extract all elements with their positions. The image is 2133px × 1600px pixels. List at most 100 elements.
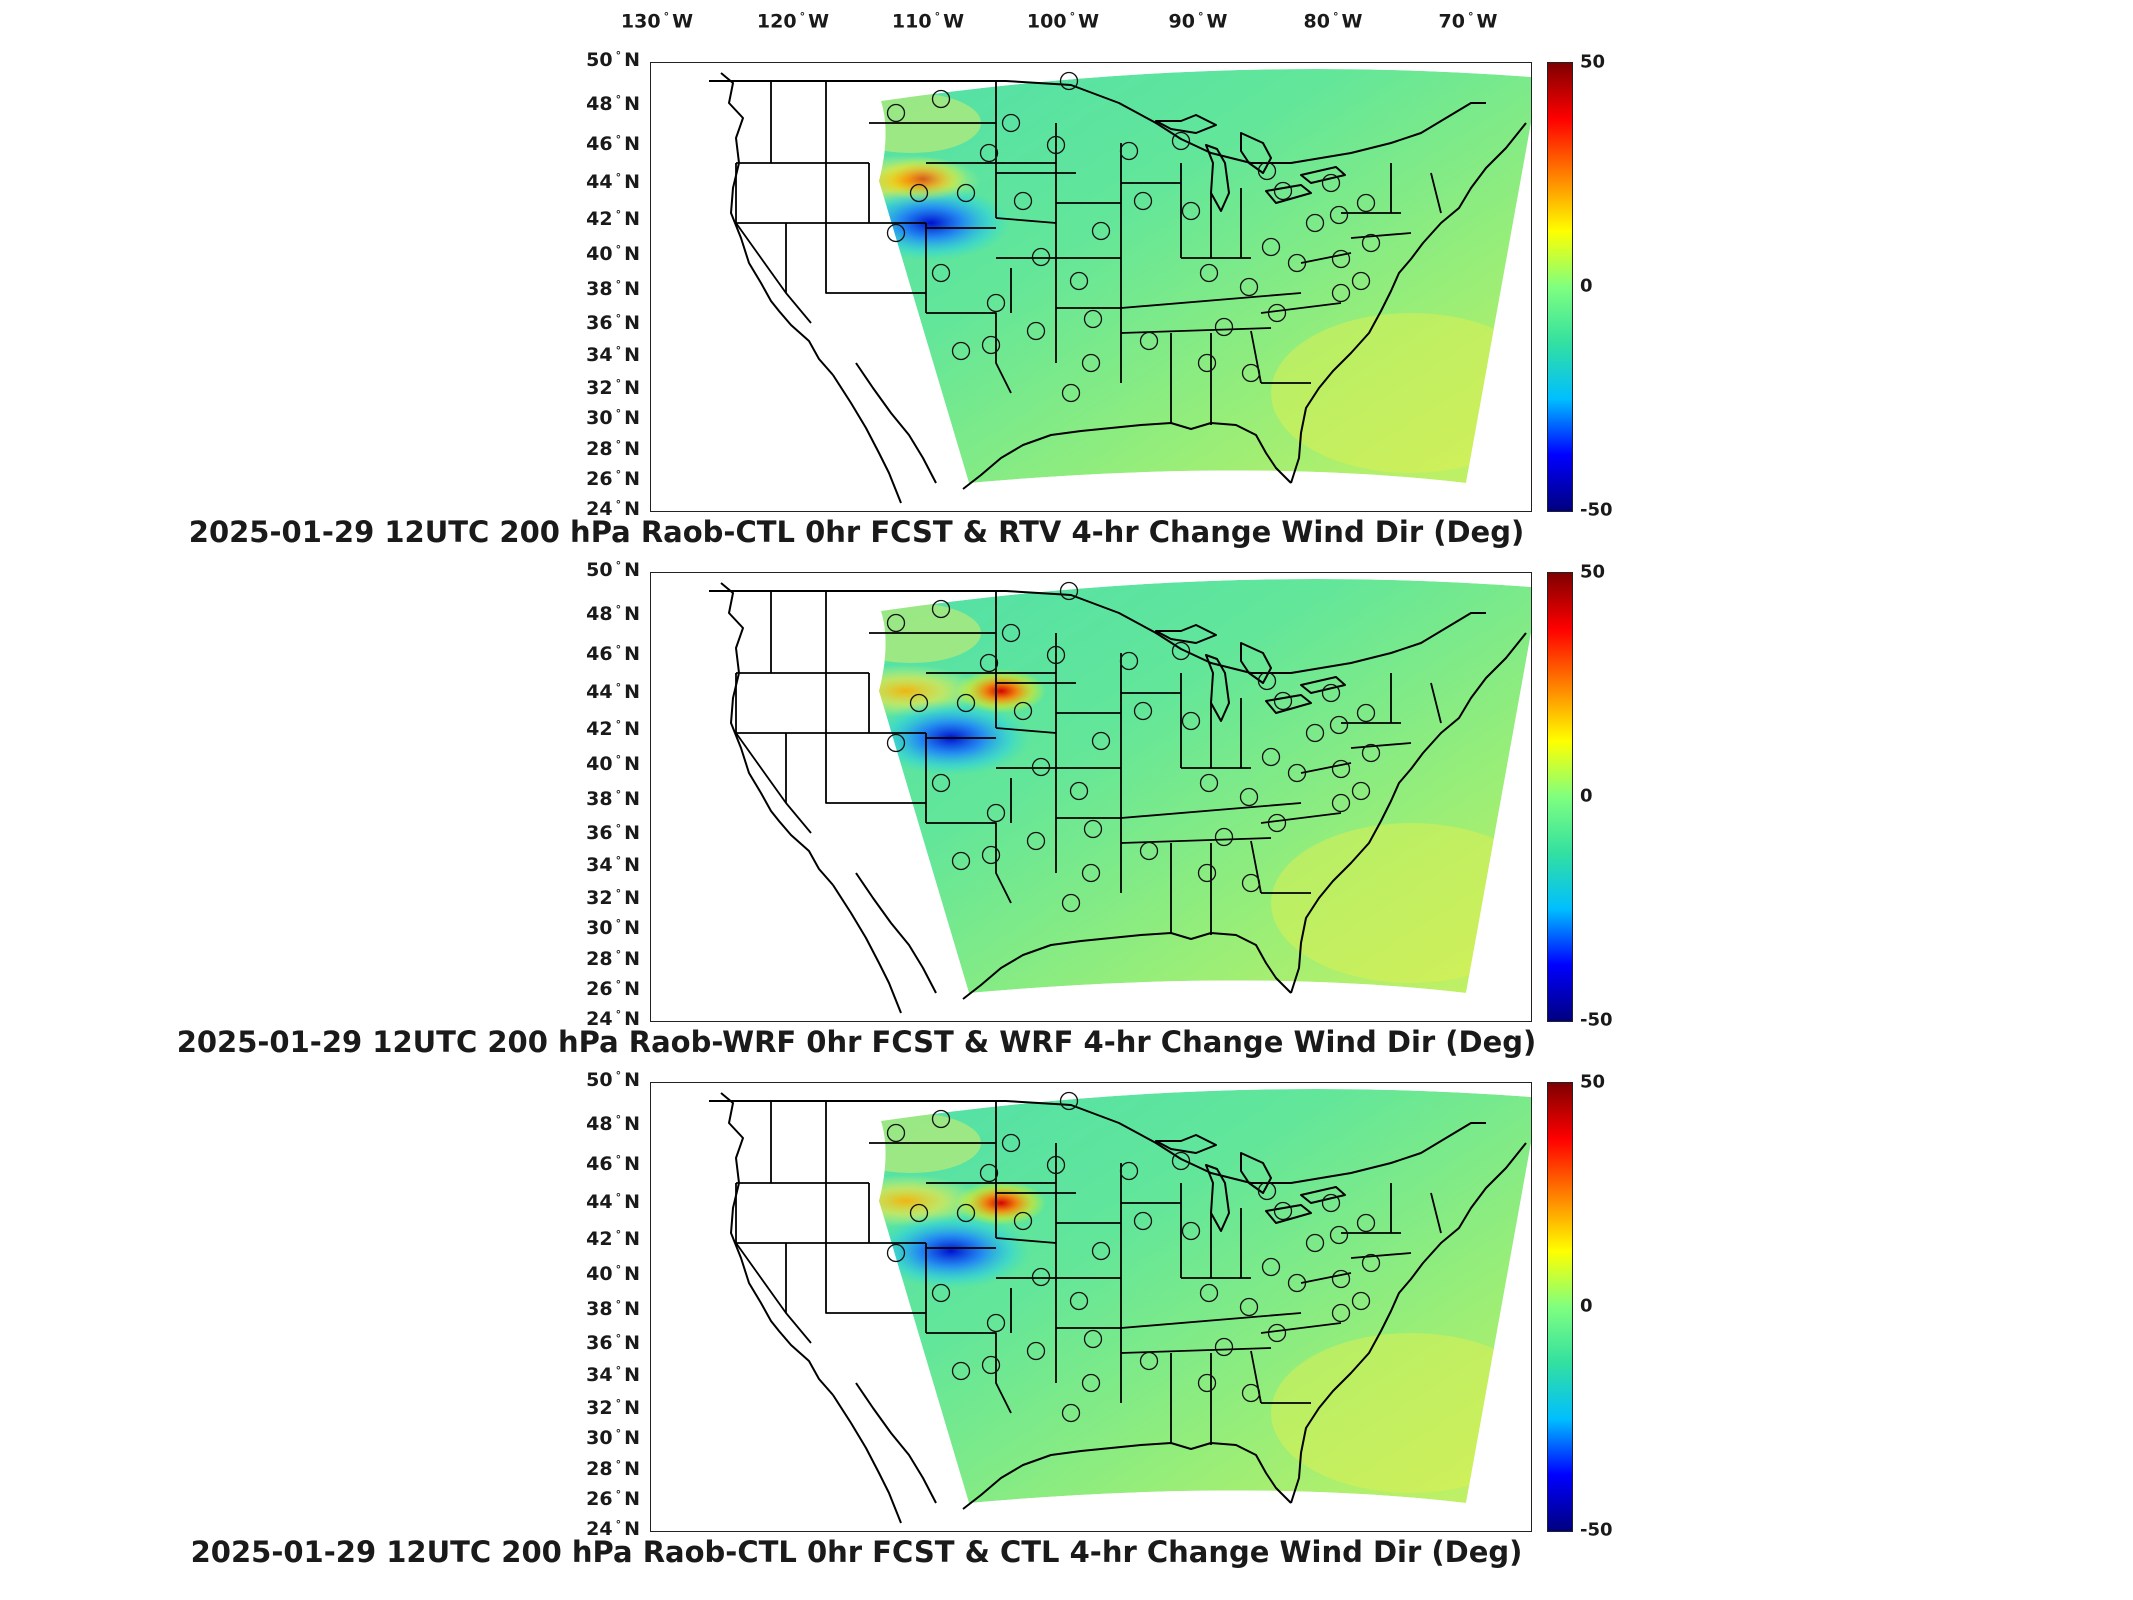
raob-station-marker: [1181, 201, 1201, 221]
map-panel: 50 ° N 48 ° N 46 ° N 44 ° N 42 ° N 40 ° N 38 ° N 36 ° N 34 ° N 32 ° N…: [0, 1020, 2133, 1569]
map-boundaries: [709, 72, 1527, 504]
raob-station-marker: [1091, 731, 1111, 751]
raob-station-marker: [1261, 1257, 1281, 1277]
raob-station-marker: [956, 1203, 976, 1223]
raob-station-marker: [1133, 191, 1153, 211]
raob-station-marker: [1197, 353, 1217, 373]
raob-station-marker: [1083, 1329, 1103, 1349]
raob-station-marker: [1013, 191, 1033, 211]
raob-station-marker: [931, 773, 951, 793]
raob-station-marker: [1059, 71, 1079, 91]
raob-station-marker: [1267, 1323, 1287, 1343]
latitude-label: 30 ° N: [586, 1426, 640, 1450]
raob-station-marker: [1261, 237, 1281, 257]
latitude-label: 28 ° N: [586, 1457, 640, 1481]
raob-station-marker: [1133, 701, 1153, 721]
panel-title: 2025-01-29 12UTC 200 hPa Raob-WRF 0hr FC…: [176, 1025, 1537, 1059]
raob-station-marker: [1351, 1291, 1371, 1311]
raob-station-marker: [1026, 1341, 1046, 1361]
latitude-label: 50 ° N: [586, 1068, 640, 1092]
panel-title: 2025-01-29 12UTC 200 hPa Raob-CTL 0hr FC…: [190, 1535, 1523, 1569]
raob-station-marker: [1046, 135, 1066, 155]
raob-station-marker: [986, 803, 1006, 823]
latitude-label: 24 ° N: [586, 1007, 640, 1031]
raob-station-marker: [1171, 1151, 1191, 1171]
latitude-label: 44 ° N: [586, 1190, 640, 1214]
raob-station-marker: [979, 653, 999, 673]
panel-title: 2025-01-29 12UTC 200 hPa Raob-CTL 0hr FC…: [188, 515, 1525, 549]
latitude-label: 44 ° N: [586, 680, 640, 704]
raob-station-marker: [931, 1283, 951, 1303]
latitude-label: 26 ° N: [586, 977, 640, 1001]
colorbar-label-max: 50: [1580, 51, 1606, 73]
raob-station-marker: [1026, 321, 1046, 341]
longitude-label: 110 ° W: [891, 10, 965, 33]
raob-station-marker: [1214, 317, 1234, 337]
raob-station-marker: [909, 693, 929, 713]
latitude-label: 34 ° N: [586, 343, 640, 367]
longitude-label: 80 ° W: [1303, 10, 1363, 33]
colorbar: [1547, 572, 1573, 1022]
raob-station-marker: [1069, 271, 1089, 291]
longitude-axis: 130 ° W 120 ° W 110 ° W 100 ° W 90 ° W 80 ° W 70 ° W: [0, 0, 2133, 50]
raob-station-marker: [1329, 205, 1349, 225]
raob-station-marker: [1199, 773, 1219, 793]
latitude-label: 50 ° N: [586, 48, 640, 72]
latitude-label: 30 ° N: [586, 916, 640, 940]
latitude-label: 36 ° N: [586, 1331, 640, 1355]
raob-station-marker: [1257, 1181, 1277, 1201]
raob-station-marker: [1199, 1283, 1219, 1303]
raob-station-marker: [1181, 711, 1201, 731]
raob-station-marker: [981, 845, 1001, 865]
raob-station-marker: [886, 613, 906, 633]
raob-station-marker: [1059, 1091, 1079, 1111]
latitude-label: 38 ° N: [586, 277, 640, 301]
longitude-label: 130 ° W: [620, 10, 694, 33]
latitude-label: 46 ° N: [586, 642, 640, 666]
raob-station-marker: [1257, 671, 1277, 691]
raob-station-marker: [886, 733, 906, 753]
raob-station-marker: [986, 293, 1006, 313]
raob-station-marker: [1139, 331, 1159, 351]
raob-station-marker: [1197, 1373, 1217, 1393]
longitude-label: 90 ° W: [1168, 10, 1228, 33]
raob-station-marker: [1273, 181, 1293, 201]
map-canvas: [709, 579, 1531, 1014]
raob-station-marker: [1239, 787, 1259, 807]
raob-station-marker: [1061, 1403, 1081, 1423]
raob-station-marker: [956, 183, 976, 203]
raob-station-marker: [1139, 1351, 1159, 1371]
latitude-label: 28 ° N: [586, 947, 640, 971]
raob-station-marker: [1171, 131, 1191, 151]
raob-station-marker: [886, 223, 906, 243]
latitude-label: 34 ° N: [586, 853, 640, 877]
raob-station-marker: [1257, 161, 1277, 181]
raob-station-marker: [886, 1123, 906, 1143]
raob-station-marker: [981, 1355, 1001, 1375]
latitude-label: 24 ° N: [586, 497, 640, 521]
latitude-label: 30 ° N: [586, 406, 640, 430]
raob-station-marker: [931, 89, 951, 109]
raob-station-marker: [1081, 353, 1101, 373]
latitude-label: 34 ° N: [586, 1363, 640, 1387]
colorbar: [1547, 1082, 1573, 1532]
raob-station-marker: [1241, 1383, 1261, 1403]
raob-station-marker: [1239, 277, 1259, 297]
latitude-label: 32 ° N: [586, 886, 640, 910]
raob-station-marker: [1026, 831, 1046, 851]
raob-station-marker: [909, 183, 929, 203]
raob-station-marker: [1356, 703, 1376, 723]
latitude-label: 48 ° N: [586, 1112, 640, 1136]
map-canvas: [709, 69, 1531, 504]
raob-station-marker: [1171, 641, 1191, 661]
raob-station-marker: [951, 851, 971, 871]
raob-station-marker: [1081, 1373, 1101, 1393]
raob-station-marker: [1083, 819, 1103, 839]
map-canvas: [709, 1089, 1531, 1524]
raob-station-marker: [1133, 1211, 1153, 1231]
raob-station-marker: [1305, 1233, 1325, 1253]
raob-station-marker: [1329, 715, 1349, 735]
latitude-label: 28 ° N: [586, 437, 640, 461]
latitude-label: 26 ° N: [586, 1487, 640, 1511]
raob-station-marker: [1241, 873, 1261, 893]
